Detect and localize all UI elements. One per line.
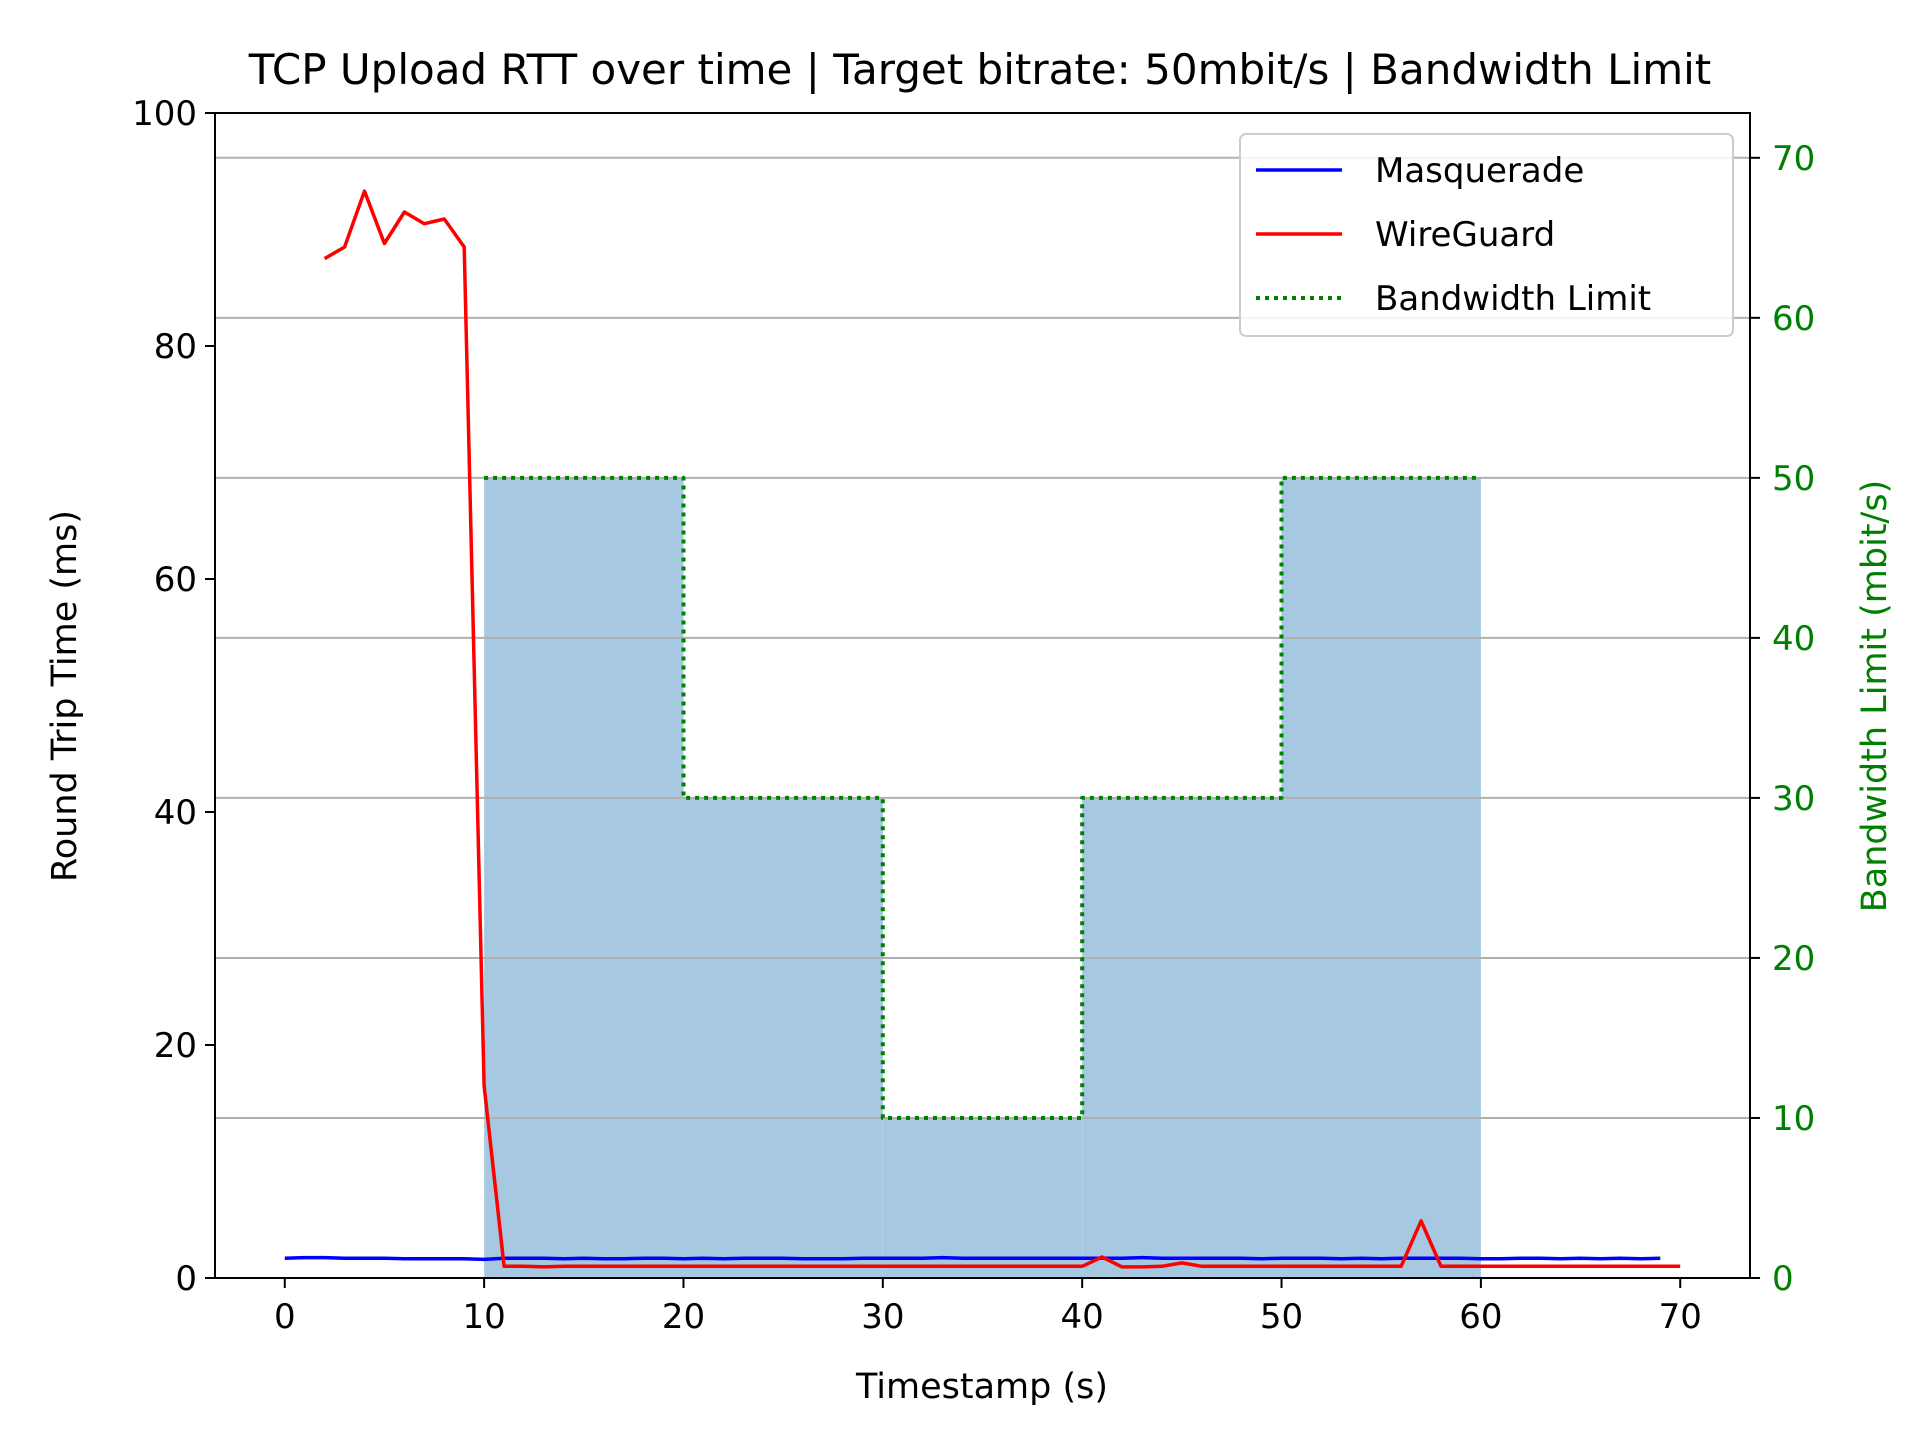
- y2-tick-label: 0: [1772, 1259, 1794, 1299]
- legend: Masquerade WireGuard Bandwidth Limit: [1239, 133, 1734, 337]
- series-line-wireguard: [323, 189, 1681, 1269]
- y2-tick-label: 60: [1772, 299, 1815, 339]
- bandwidth-fill-segment-1: [683, 797, 883, 1278]
- x-tick-label: 70: [1659, 1297, 1702, 1337]
- y2-tick-label: 40: [1772, 619, 1815, 659]
- chart-title: TCP Upload RTT over time | Target bitrat…: [248, 45, 1712, 94]
- bandwidth-fill-segment-4: [1281, 477, 1481, 1278]
- legend-label: WireGuard: [1375, 215, 1555, 255]
- x-tick-label: 0: [274, 1297, 296, 1337]
- y2-tick-label: 70: [1772, 139, 1815, 179]
- x-tick-label: 40: [1061, 1297, 1104, 1337]
- y-tick-label: 100: [132, 94, 197, 134]
- plot-frame: [214, 112, 1751, 1279]
- x-tick-label: 10: [462, 1297, 505, 1337]
- y2-axis-ticks: 0 10 20 30 40 50 60 70: [1750, 139, 1815, 1299]
- bandwidth-fill-segment-0: [484, 477, 684, 1278]
- y-axis-label: Round Trip Time (ms): [45, 510, 85, 882]
- y-tick-label: 20: [154, 1026, 197, 1066]
- legend-label: Bandwidth Limit: [1375, 279, 1651, 319]
- y-tick-label: 60: [154, 560, 197, 600]
- y2-tick-label: 30: [1772, 779, 1815, 819]
- x-tick-label: 30: [861, 1297, 904, 1337]
- series-line-masquerade: [284, 1255, 1661, 1262]
- bandwidth-fill-segment-2: [882, 1117, 1083, 1278]
- x-axis-ticks: 0 10 20 30 40 50 60 70: [274, 1278, 1702, 1337]
- y2-tick-label: 20: [1772, 939, 1815, 979]
- legend-box: [1239, 133, 1734, 337]
- x-tick-label: 20: [662, 1297, 705, 1337]
- x-tick-label: 60: [1459, 1297, 1502, 1337]
- y-tick-label: 40: [154, 793, 197, 833]
- y2-tick-label: 10: [1772, 1099, 1815, 1139]
- y-axis-ticks: 0 20 40 60 80 100: [132, 94, 215, 1299]
- series-lines: [284, 189, 1681, 1269]
- series-line-bandwidth-limit: [484, 475, 1481, 1120]
- bandwidth-fill: [484, 477, 1481, 1278]
- bandwidth-fill-segment-3: [1082, 797, 1282, 1278]
- y2-tick-label: 50: [1772, 459, 1815, 499]
- x-axis-label: Timestamp (s): [855, 1367, 1108, 1407]
- legend-label: Masquerade: [1375, 151, 1584, 191]
- y-tick-label: 0: [175, 1259, 197, 1299]
- y-tick-label: 80: [154, 327, 197, 367]
- y2-axis-label: Bandwidth Limit (mbit/s): [1855, 480, 1895, 912]
- x-tick-label: 50: [1260, 1297, 1303, 1337]
